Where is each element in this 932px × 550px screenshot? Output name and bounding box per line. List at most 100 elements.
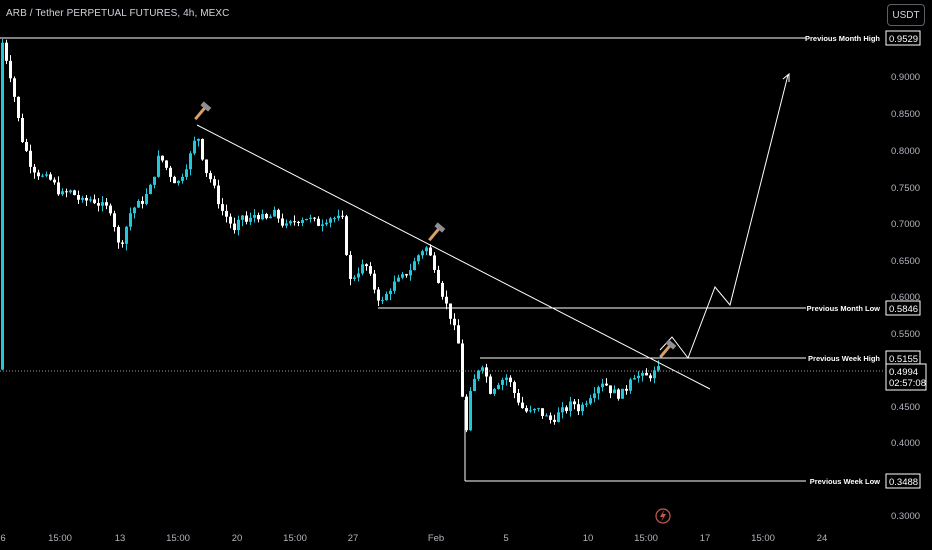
hammer-head — [665, 339, 677, 350]
candle-body — [485, 367, 488, 377]
candle-body — [205, 159, 208, 174]
candle-body — [333, 218, 336, 220]
candle-body — [441, 282, 444, 297]
x-tick-label: 15:00 — [634, 533, 658, 544]
candle-body — [549, 415, 552, 420]
candle-body — [257, 215, 260, 220]
candle-body — [453, 318, 456, 326]
candle-body — [325, 222, 328, 225]
x-tick-label: 13 — [115, 533, 126, 544]
candle-body — [657, 366, 660, 371]
candle-body — [477, 370, 480, 379]
candle-body — [609, 385, 612, 394]
candle-body — [33, 166, 36, 173]
trendline — [196, 124, 711, 390]
hammer-handle — [194, 106, 207, 121]
candle-body — [521, 402, 524, 409]
candle-body — [41, 175, 44, 177]
candle-body — [217, 185, 220, 205]
candle-body — [513, 382, 516, 394]
candle-body — [97, 203, 100, 206]
candle-body — [433, 255, 436, 270]
candle-body — [277, 209, 280, 219]
y-tick-label: 0.9000 — [891, 72, 920, 83]
candle-body — [401, 274, 404, 278]
candle-body — [365, 264, 368, 267]
candle-body — [565, 407, 568, 411]
x-tick-label: 10 — [583, 533, 594, 544]
candle-body — [385, 294, 388, 301]
chart-title: ARB / Tether PERPETUAL FUTURES, 4h, MEXC — [6, 8, 230, 19]
candle-body — [621, 388, 624, 399]
candle-body — [525, 408, 528, 412]
candle-body — [121, 242, 124, 244]
x-tick-label: 15:00 — [48, 533, 72, 544]
hammer-handle — [659, 344, 672, 359]
candle-body — [21, 117, 24, 143]
hammer-icon — [194, 101, 212, 121]
candle-body — [317, 218, 320, 226]
level-value: 0.5846 — [889, 304, 918, 315]
level-value-box — [885, 473, 921, 489]
candle-body — [373, 273, 376, 290]
candle-body — [85, 197, 88, 201]
currency-button[interactable]: USDT — [887, 4, 925, 26]
y-tick-label: 0.4000 — [891, 438, 920, 449]
x-tick-label: 6 — [0, 533, 5, 544]
candle-body — [393, 281, 396, 291]
lightning-bolt — [660, 510, 666, 522]
candle-body — [49, 174, 52, 180]
lightning-icon — [655, 508, 671, 524]
candle-body — [653, 370, 656, 379]
candle-body — [313, 217, 316, 219]
candle-body — [17, 96, 20, 118]
candle-body — [129, 213, 132, 227]
candle-body — [149, 184, 152, 195]
candle-body — [261, 213, 264, 220]
level-label: Previous Week Low — [810, 477, 880, 486]
candle-body — [497, 384, 500, 390]
x-tick-label: 15:00 — [283, 533, 307, 544]
candle-body — [473, 378, 476, 392]
candle-body — [25, 142, 28, 151]
candle-body — [585, 403, 588, 405]
candle-body — [553, 419, 556, 422]
hammer-handle — [428, 227, 441, 242]
candle-body — [397, 277, 400, 282]
candle-body — [489, 376, 492, 394]
candle-body — [337, 215, 340, 219]
candle-body — [189, 153, 192, 170]
candle-body — [229, 216, 232, 224]
candle-body — [281, 218, 284, 226]
candle-body — [213, 179, 216, 186]
candle-body — [493, 389, 496, 394]
candle-body — [329, 218, 332, 223]
candle-body — [597, 387, 600, 394]
candle-body — [413, 261, 416, 271]
candle-body — [625, 388, 628, 391]
candle-body — [193, 140, 196, 154]
level-label: Previous Month Low — [807, 304, 881, 313]
candle-body — [301, 220, 304, 223]
hammer-icon — [659, 339, 677, 359]
candle-body — [65, 191, 68, 193]
level-value-box — [885, 300, 921, 316]
candle-body — [37, 172, 40, 177]
candle-body — [505, 377, 508, 380]
candle-body — [153, 176, 156, 185]
candle-body — [345, 216, 348, 255]
candle-body — [629, 379, 632, 391]
candle-body — [141, 200, 144, 204]
candle-body — [409, 270, 412, 276]
candle-body — [577, 404, 580, 412]
candle-body — [361, 264, 364, 274]
candle-body — [249, 217, 252, 222]
candle-body — [449, 303, 452, 319]
candle-body — [321, 224, 324, 226]
candle-body — [209, 173, 212, 180]
candle-body — [557, 412, 560, 422]
candle-body — [5, 42, 8, 61]
candle-body — [169, 167, 172, 177]
level-value-box — [885, 30, 921, 46]
